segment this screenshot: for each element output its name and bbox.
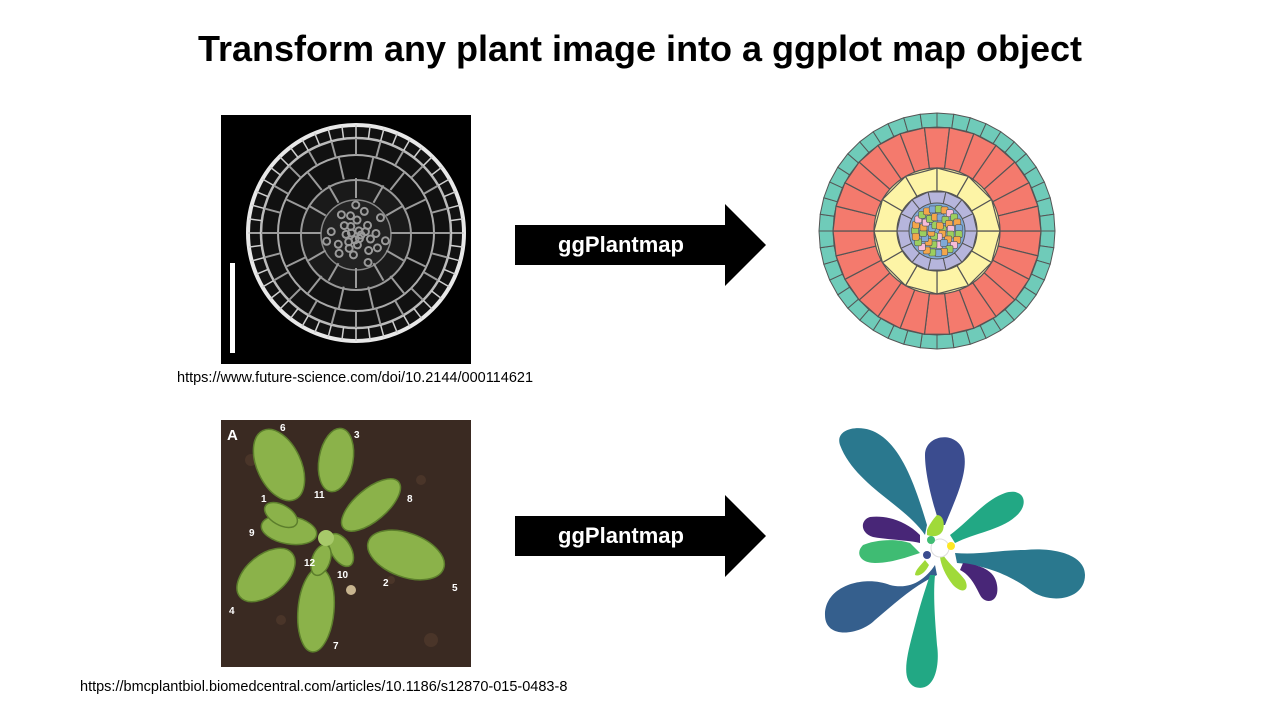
rosette-ggplantmap-arrow: ggPlantmap [515, 495, 767, 577]
leaf-number-5: 5 [452, 583, 458, 594]
root-source-link[interactable]: https://www.future-science.com/doi/10.21… [177, 370, 534, 386]
leaf-number-9: 9 [249, 528, 255, 539]
leaf-number-4: 4 [229, 606, 235, 617]
leaf-number-12: 12 [304, 558, 316, 569]
root-map-graphic [815, 110, 1060, 355]
arrow-label: ggPlantmap [558, 523, 684, 548]
root-micrograph-image [221, 115, 471, 364]
arrow-label: ggPlantmap [558, 232, 684, 257]
rosette-photo-image: A 1 2 3 4 5 6 7 8 9 10 11 12 [221, 420, 471, 667]
panel-letter: A [227, 427, 238, 444]
leaf-number-3: 3 [354, 430, 360, 441]
leaf-number-1: 1 [261, 494, 267, 505]
leaf-number-11: 11 [314, 490, 325, 501]
slide-title: Transform any plant image into a ggplot … [197, 28, 1083, 69]
leaf-number-8: 8 [407, 494, 413, 505]
leaf-number-6: 6 [280, 423, 286, 434]
leaf-number-2: 2 [383, 578, 389, 589]
leaf-number-10: 10 [337, 570, 349, 581]
leaf-number-7: 7 [333, 641, 339, 652]
rosette-source-link[interactable]: https://bmcplantbiol.biomedcentral.com/a… [80, 679, 568, 695]
root-ggplantmap-arrow: ggPlantmap [515, 204, 767, 286]
rosette-map-graphic [815, 425, 1095, 695]
